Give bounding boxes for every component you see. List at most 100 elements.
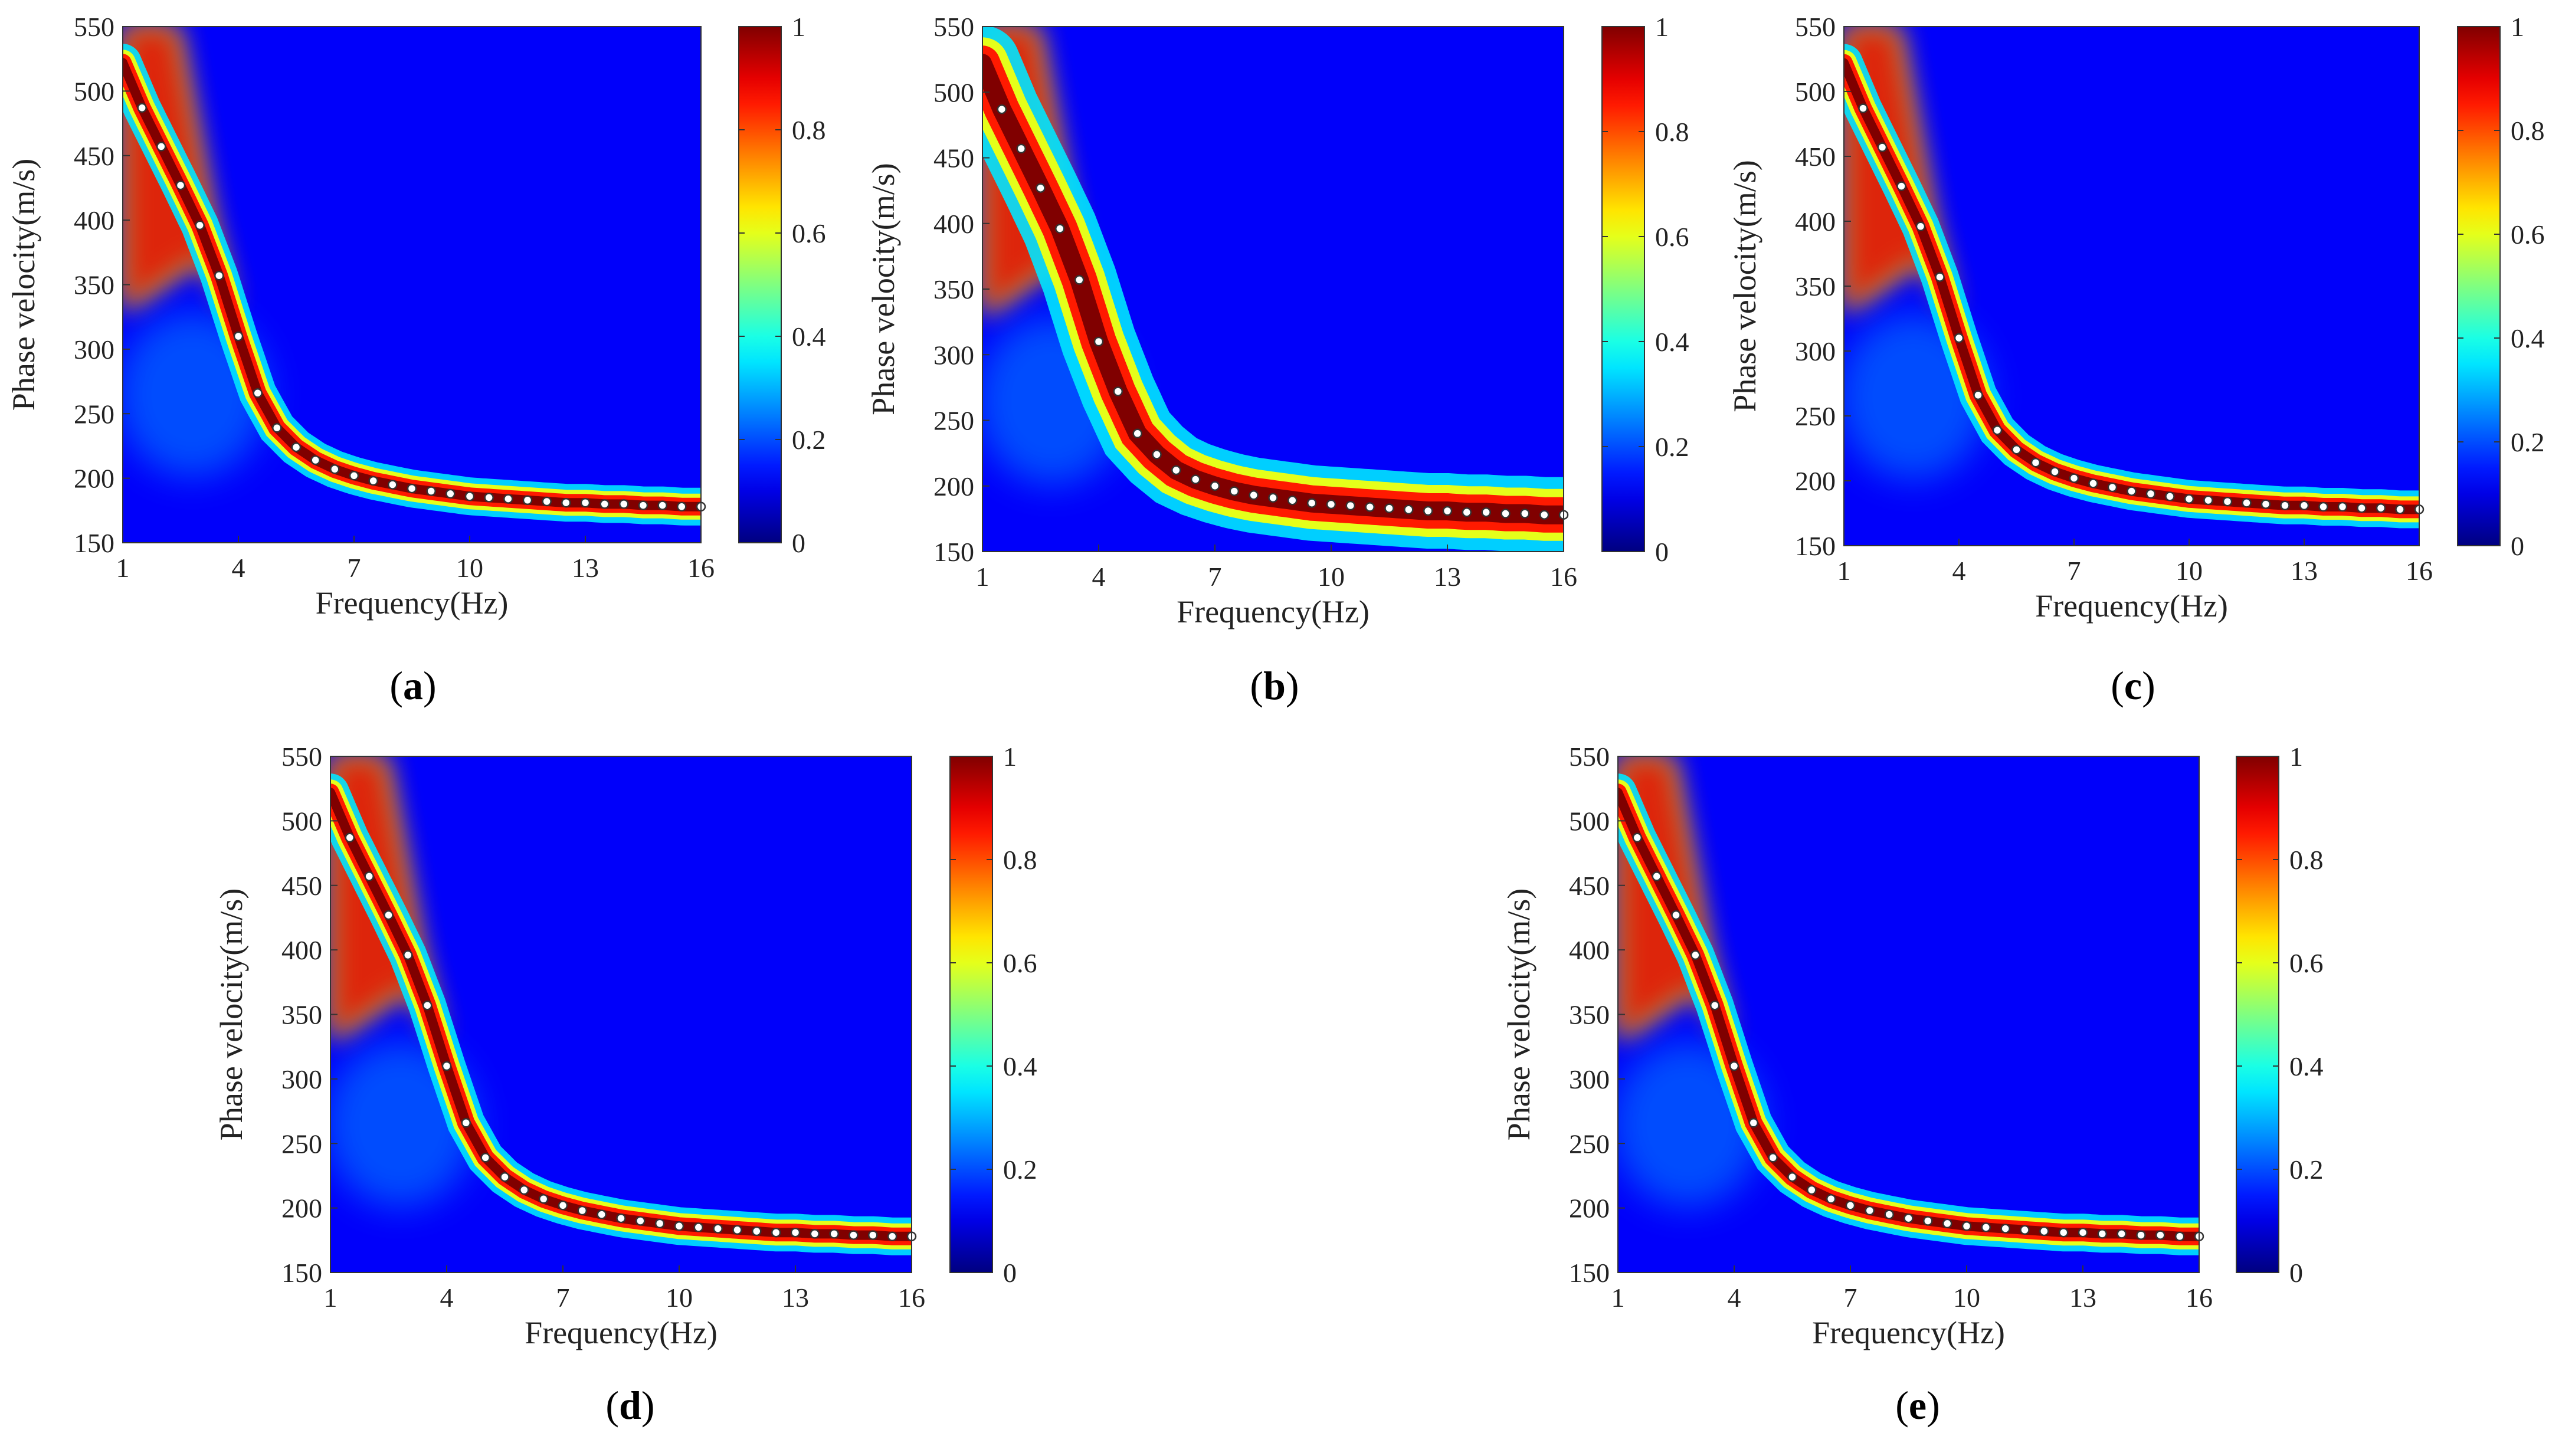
x-tick-label: 7 — [556, 1283, 570, 1313]
colorbar-tick-label: 0 — [1655, 537, 1669, 567]
panel-b: 1 4 7 10 13 16150200250300350400450500550Freq… — [866, 12, 1689, 708]
dispersion-point — [291, 442, 302, 452]
x-axis-label: Frequency(Hz) — [316, 585, 509, 621]
colorbar-tick-label: 1 — [1655, 12, 1669, 42]
dispersion-point — [2318, 501, 2328, 512]
panel-caption: (e) — [1895, 1383, 1940, 1428]
colorbar-tick-label: 1 — [2289, 742, 2303, 772]
dispersion-point — [2039, 1226, 2049, 1237]
x-tick-label: 4 — [440, 1283, 454, 1313]
dispersion-point — [195, 220, 205, 231]
y-tick-label: 550 — [1795, 12, 1836, 42]
dispersion-point — [2020, 1225, 2030, 1235]
dispersion-point — [1520, 509, 1530, 519]
dispersion-point — [538, 1194, 549, 1204]
dispersion-point — [1500, 509, 1511, 519]
x-tick-label: 7 — [2068, 556, 2081, 586]
y-tick-label: 400 — [933, 209, 974, 239]
dispersion-point — [2184, 494, 2194, 504]
dispersion-point — [2127, 486, 2137, 496]
colorbar-tick-label: 0 — [792, 528, 805, 558]
heatmap-d — [330, 756, 912, 1273]
colorbar-tick-label: 0.6 — [2289, 948, 2324, 978]
x-tick-label: 13 — [2291, 556, 2318, 586]
dispersion-point — [522, 495, 533, 506]
dispersion-point — [1709, 1000, 1720, 1011]
colorbar-tick-label: 1 — [1003, 742, 1017, 772]
colorbar-tick-label: 0.6 — [2511, 219, 2545, 250]
dispersion-point — [480, 1153, 490, 1163]
dispersion-point — [1036, 183, 1046, 193]
panel-c: 1 4 7 10 13 16150200250300350400450500550Freq… — [1727, 12, 2545, 708]
dispersion-point — [2000, 1224, 2010, 1234]
dispersion-point — [1632, 832, 1643, 843]
dispersion-point — [1093, 336, 1104, 347]
dispersion-point — [1190, 474, 1201, 484]
dispersion-point — [1748, 1118, 1759, 1128]
y-tick-label: 550 — [74, 12, 114, 42]
dispersion-point — [2165, 491, 2175, 501]
y-tick-label: 150 — [281, 1258, 322, 1288]
dispersion-point — [407, 483, 417, 494]
dispersion-point — [403, 950, 413, 960]
dispersion-point — [1268, 493, 1278, 503]
dispersion-point — [310, 455, 320, 465]
dispersion-point — [1539, 510, 1549, 520]
y-tick-label: 300 — [281, 1064, 322, 1094]
x-axis-label: Frequency(Hz) — [1177, 594, 1370, 629]
dispersion-point — [2030, 457, 2041, 468]
y-tick-label: 250 — [1795, 401, 1836, 431]
colorbar — [738, 26, 782, 543]
dispersion-point — [2058, 1227, 2069, 1238]
dispersion-point — [580, 497, 591, 508]
x-tick-label: 7 — [1208, 562, 1222, 592]
dispersion-point — [1865, 1205, 1875, 1216]
dispersion-point — [1858, 103, 1868, 113]
x-tick-label: 13 — [572, 553, 599, 583]
dispersion-point — [1884, 1209, 1894, 1219]
heatmap-c — [1844, 27, 2419, 546]
dispersion-point — [2337, 501, 2348, 512]
dispersion-point — [441, 1061, 452, 1071]
colorbar-tick-label: 0.8 — [1003, 845, 1037, 875]
colorbar-tick-label: 1 — [792, 12, 805, 42]
dispersion-point — [1935, 272, 1945, 282]
heatmap-e — [1618, 756, 2199, 1273]
x-tick-label: 16 — [687, 553, 715, 583]
x-tick-label: 10 — [2176, 556, 2203, 586]
x-tick-label: 1 — [116, 553, 130, 583]
y-axis-label: Phase velocity(m/s) — [1501, 888, 1536, 1140]
panel-a: 1 4 7 10 13 16150200250300350400450500550Freq… — [6, 12, 826, 708]
x-tick-label: 13 — [1434, 562, 1461, 592]
y-tick-label: 300 — [74, 335, 114, 365]
x-tick-label: 1 — [324, 1283, 338, 1313]
dispersion-point — [1345, 500, 1356, 511]
dispersion-point — [1229, 486, 1240, 496]
x-tick-label: 13 — [782, 1283, 809, 1313]
colorbar-tick-label: 0.6 — [792, 218, 826, 248]
dispersion-point — [1961, 1221, 1972, 1231]
colorbar-tick-label: 0.2 — [2511, 427, 2545, 457]
y-tick-label: 200 — [281, 1193, 322, 1224]
dispersion-point — [1915, 221, 1926, 232]
colorbar-tick-label: 0.4 — [1655, 327, 1689, 357]
y-tick-label: 400 — [74, 205, 114, 235]
x-tick-label: 4 — [232, 553, 245, 583]
y-tick-label: 300 — [1569, 1064, 1610, 1094]
x-tick-label: 4 — [1092, 562, 1106, 592]
dispersion-point — [384, 910, 394, 920]
y-tick-label: 500 — [1795, 77, 1836, 107]
dispersion-point — [887, 1231, 897, 1242]
y-tick-label: 250 — [1569, 1129, 1610, 1159]
dispersion-point — [2107, 482, 2118, 493]
dispersion-point — [1249, 490, 1259, 500]
y-axis-label: Phase velocity(m/s) — [214, 888, 249, 1140]
x-axis-label: Frequency(Hz) — [525, 1315, 718, 1350]
dispersion-point — [1652, 871, 1662, 881]
dispersion-point — [1877, 142, 1888, 152]
dispersion-point — [2155, 1230, 2165, 1240]
y-tick-label: 300 — [1795, 336, 1836, 366]
dispersion-point — [2280, 500, 2290, 511]
dispersion-point — [2136, 1230, 2146, 1240]
